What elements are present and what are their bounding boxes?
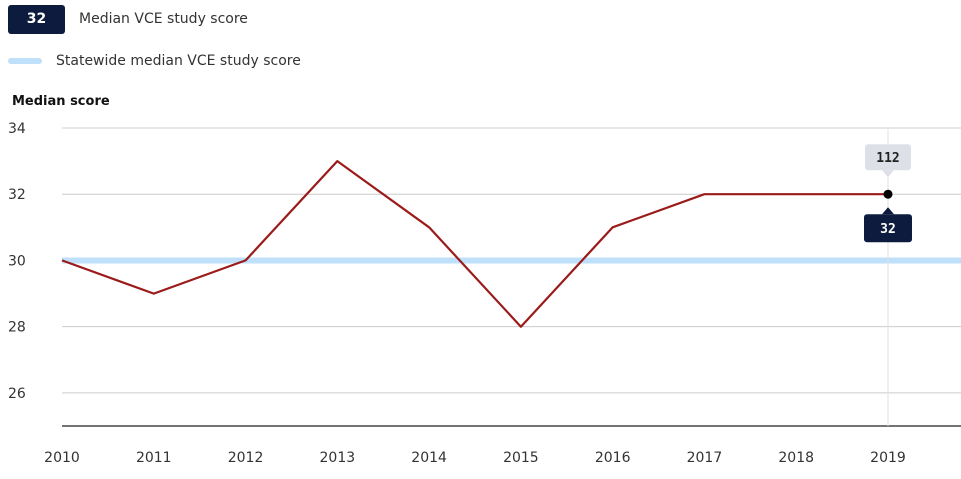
y-tick-label-28: 28 <box>8 320 26 336</box>
legend: 32 Median VCE study score Statewide medi… <box>8 4 508 76</box>
legend-label-statewide: Statewide median VCE study score <box>56 53 301 69</box>
y-tick-label-32: 32 <box>8 187 26 203</box>
x-tick-label-2011: 2011 <box>136 450 172 466</box>
x-tick-label-2014: 2014 <box>411 450 447 466</box>
tooltip-top-box <box>865 144 911 171</box>
x-tick-label-2017: 2017 <box>687 450 723 466</box>
x-tick-label-2016: 2016 <box>595 450 631 466</box>
tooltip-top-label: 112 <box>876 151 899 166</box>
x-tick-label-2010: 2010 <box>44 450 80 466</box>
y-tick-label-26: 26 <box>8 386 26 402</box>
y-axis-title: Median score <box>12 94 110 109</box>
legend-swatch-statewide <box>8 58 42 64</box>
tooltip-bottom-label: 32 <box>880 222 896 237</box>
highlight-point <box>883 189 893 199</box>
x-tick-label-2012: 2012 <box>228 450 264 466</box>
tooltip-top-pointer <box>882 170 894 178</box>
legend-item-median[interactable]: 32 Median VCE study score <box>8 4 508 34</box>
y-tick-label-34: 34 <box>8 121 26 137</box>
legend-item-statewide[interactable]: Statewide median VCE study score <box>8 46 508 76</box>
x-tick-label-2015: 2015 <box>503 450 539 466</box>
x-tick-label-2018: 2018 <box>778 450 814 466</box>
tooltip-bottom-box <box>864 214 912 243</box>
tooltip-bottom-pointer <box>882 207 894 215</box>
x-tick-label-2019: 2019 <box>870 450 906 466</box>
legend-label-median: Median VCE study score <box>79 11 248 27</box>
legend-value-badge: 32 <box>8 4 65 34</box>
y-tick-label-30: 30 <box>8 253 26 269</box>
x-tick-label-2013: 2013 <box>320 450 356 466</box>
series-line-median <box>61 160 888 328</box>
